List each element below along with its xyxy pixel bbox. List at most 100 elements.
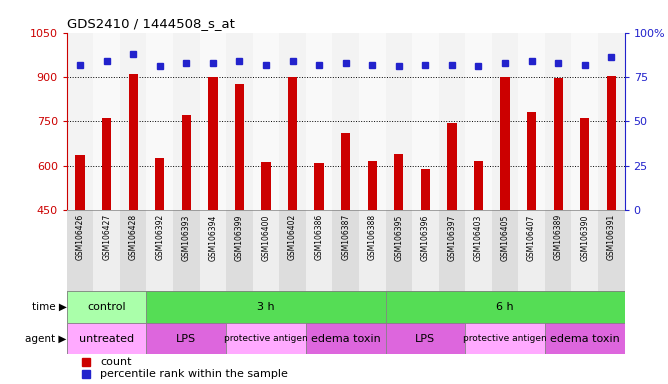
- Text: GSM106388: GSM106388: [368, 214, 377, 260]
- Bar: [571, 210, 598, 291]
- Bar: [598, 33, 625, 210]
- Bar: [200, 210, 226, 291]
- Bar: [580, 118, 589, 210]
- Bar: [253, 210, 279, 291]
- Bar: [173, 33, 200, 210]
- Bar: [226, 210, 253, 291]
- Bar: [385, 323, 465, 354]
- Text: 6 h: 6 h: [496, 302, 514, 312]
- Bar: [234, 84, 244, 210]
- Bar: [94, 210, 120, 291]
- Text: time ▶: time ▶: [32, 302, 67, 312]
- Text: 3 h: 3 h: [257, 302, 275, 312]
- Bar: [208, 77, 218, 210]
- Text: GSM106396: GSM106396: [421, 214, 430, 260]
- Text: untreated: untreated: [79, 334, 134, 344]
- Bar: [598, 210, 625, 291]
- Text: GSM106427: GSM106427: [102, 214, 111, 260]
- Bar: [261, 162, 271, 210]
- Bar: [155, 158, 164, 210]
- Bar: [279, 33, 306, 210]
- Text: protective antigen: protective antigen: [463, 334, 547, 343]
- Bar: [182, 116, 191, 210]
- Bar: [306, 33, 333, 210]
- Bar: [474, 161, 483, 210]
- Bar: [315, 163, 324, 210]
- Text: GSM106403: GSM106403: [474, 214, 483, 260]
- Bar: [128, 74, 138, 210]
- Bar: [94, 33, 120, 210]
- Bar: [545, 323, 625, 354]
- Text: GSM106393: GSM106393: [182, 214, 191, 260]
- Text: agent ▶: agent ▶: [25, 334, 67, 344]
- Bar: [67, 33, 94, 210]
- Bar: [173, 210, 200, 291]
- Bar: [359, 210, 385, 291]
- Bar: [359, 33, 385, 210]
- Bar: [465, 210, 492, 291]
- Text: GSM106407: GSM106407: [527, 214, 536, 260]
- Text: GSM106395: GSM106395: [394, 214, 403, 260]
- Bar: [146, 33, 173, 210]
- Bar: [385, 210, 412, 291]
- Bar: [341, 133, 350, 210]
- Bar: [102, 118, 112, 210]
- Text: GSM106405: GSM106405: [500, 214, 510, 260]
- Bar: [412, 210, 439, 291]
- Bar: [421, 169, 430, 210]
- Bar: [518, 33, 545, 210]
- Bar: [279, 210, 306, 291]
- Text: GSM106392: GSM106392: [155, 214, 164, 260]
- Text: GSM106390: GSM106390: [580, 214, 589, 260]
- Text: GSM106400: GSM106400: [261, 214, 271, 260]
- Text: GSM106394: GSM106394: [208, 214, 217, 260]
- Bar: [75, 156, 85, 210]
- Text: GDS2410 / 1444508_s_at: GDS2410 / 1444508_s_at: [67, 17, 234, 30]
- Bar: [545, 33, 571, 210]
- Bar: [554, 78, 563, 210]
- Bar: [226, 323, 306, 354]
- Bar: [500, 77, 510, 210]
- Bar: [200, 33, 226, 210]
- Text: GSM106391: GSM106391: [607, 214, 616, 260]
- Bar: [67, 210, 94, 291]
- Bar: [146, 323, 226, 354]
- Bar: [492, 210, 518, 291]
- Text: count: count: [100, 356, 132, 366]
- Bar: [465, 323, 545, 354]
- Bar: [412, 33, 439, 210]
- Bar: [333, 210, 359, 291]
- Bar: [67, 323, 146, 354]
- Bar: [385, 33, 412, 210]
- Bar: [385, 291, 625, 323]
- Bar: [146, 210, 173, 291]
- Text: GSM106397: GSM106397: [448, 214, 456, 260]
- Bar: [527, 112, 536, 210]
- Bar: [465, 33, 492, 210]
- Bar: [571, 33, 598, 210]
- Text: edema toxin: edema toxin: [311, 334, 381, 344]
- Text: GSM106426: GSM106426: [75, 214, 85, 260]
- Text: protective antigen: protective antigen: [224, 334, 308, 343]
- Bar: [306, 210, 333, 291]
- Text: GSM106387: GSM106387: [341, 214, 350, 260]
- Text: GSM106386: GSM106386: [315, 214, 323, 260]
- Text: LPS: LPS: [176, 334, 196, 344]
- Bar: [333, 33, 359, 210]
- Text: LPS: LPS: [415, 334, 436, 344]
- Bar: [288, 77, 297, 210]
- Bar: [394, 154, 403, 210]
- Bar: [120, 210, 146, 291]
- Bar: [439, 33, 465, 210]
- Text: percentile rank within the sample: percentile rank within the sample: [100, 369, 288, 379]
- Text: GSM106399: GSM106399: [235, 214, 244, 260]
- Bar: [253, 33, 279, 210]
- Text: edema toxin: edema toxin: [550, 334, 620, 344]
- Text: control: control: [88, 302, 126, 312]
- Bar: [439, 210, 465, 291]
- Bar: [367, 161, 377, 210]
- Bar: [226, 33, 253, 210]
- Bar: [448, 123, 457, 210]
- Bar: [607, 76, 616, 210]
- Text: GSM106428: GSM106428: [129, 214, 138, 260]
